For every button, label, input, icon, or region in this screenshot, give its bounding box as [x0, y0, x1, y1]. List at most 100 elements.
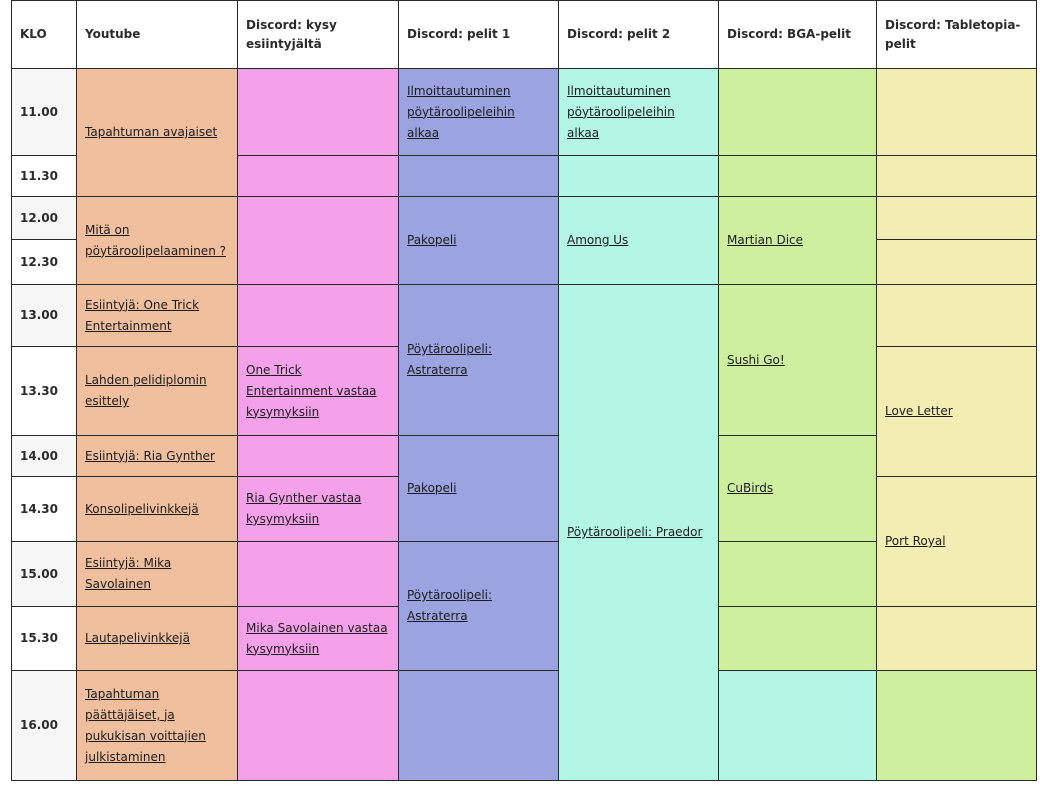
schedule-table: KLO Youtube Discord: kysy esiintyjältä D… [11, 0, 1037, 781]
cell-pelit2-among-us: Among Us [558, 196, 719, 285]
link-mika[interactable]: Esiintyjä: Mika Savolainen [85, 556, 172, 591]
cell-youtube-one-trick: Esiintyjä: One Trick Entertainment [76, 284, 238, 347]
cell-pelit1-pakopeli-2: Pakopeli [398, 435, 559, 542]
link-astraterra-2[interactable]: Pöytäroolipeli: Astraterra [407, 588, 493, 623]
row-1500: 15.00 Esiintyjä: Mika Savolainen Pöytäro… [11, 541, 1037, 671]
cell-kysy-empty [237, 68, 399, 156]
cell-tabletopia-empty [876, 196, 1037, 240]
cell-pelit2-empty [558, 155, 719, 197]
cell-tabletopia-empty [876, 68, 1037, 156]
cell-youtube-paattajaiset: Tapahtuman päättäjäiset, ja pukukisan vo… [76, 670, 238, 781]
link-mita-on[interactable]: Mitä on pöytäroolipelaaminen ? [85, 222, 226, 258]
cell-youtube-lahden: Lahden pelidiplomin esittely [76, 346, 238, 436]
header-klo: KLO [11, 0, 77, 69]
time-cell: 16.00 [11, 670, 77, 781]
header-row: KLO Youtube Discord: kysy esiintyjältä D… [11, 0, 1037, 69]
cell-tabletopia-love-letter: Love Letter [876, 346, 1037, 477]
schedule-container: KLO Youtube Discord: kysy esiintyjältä D… [11, 0, 1037, 781]
link-kysy-ria[interactable]: Ria Gynther vastaa kysymyksiin [246, 491, 362, 526]
cell-pelit1-pakopeli: Pakopeli [398, 196, 559, 285]
row-1200: 12.00 Mitä on pöytäroolipelaaminen ? Pak… [11, 196, 1037, 285]
header-tabletopia: Discord: Tabletopia-pelit [876, 0, 1037, 69]
link-pelit2-ilmoittautuminen[interactable]: Ilmoittautuminen pöytäroolipeleihin alka… [567, 83, 675, 140]
link-kysy-one-trick[interactable]: One Trick Entertainment vastaa kysymyksi… [246, 362, 377, 419]
link-cubirds[interactable]: CuBirds [727, 481, 774, 495]
cell-kysy-empty [237, 284, 399, 347]
link-love-letter[interactable]: Love Letter [885, 404, 953, 418]
cell-tabletopia-empty [876, 155, 1037, 197]
time-cell: 11.30 [11, 155, 77, 197]
cell-kysy-one-trick: One Trick Entertainment vastaa kysymyksi… [237, 346, 399, 436]
time-cell: 13.30 [11, 346, 77, 436]
cell-pelit1-astraterra: Pöytäroolipeli: Astraterra [398, 284, 559, 436]
link-lautapeli[interactable]: Lautapelivinkkejä [85, 631, 190, 645]
cell-pelit2-empty [718, 670, 877, 781]
cell-bga-empty [718, 541, 877, 607]
link-astraterra[interactable]: Pöytäroolipeli: Astraterra [407, 342, 493, 377]
cell-youtube-konsoli: Konsolipelivinkkejä [76, 476, 238, 542]
time-cell: 15.30 [11, 606, 77, 671]
link-konsoli[interactable]: Konsolipelivinkkejä [85, 501, 199, 516]
header-pelit1: Discord: pelit 1 [398, 0, 559, 69]
row-1230: 12.30 [11, 239, 1037, 285]
time-cell: 12.30 [11, 239, 77, 285]
row-1430: 14.30 Konsolipelivinkkejä Ria Gynther va… [11, 476, 1037, 607]
link-port-royal[interactable]: Port Royal [885, 534, 946, 548]
link-lahden[interactable]: Lahden pelidiplomin esittely [85, 373, 207, 408]
link-sushi-go[interactable]: Sushi Go! [727, 352, 785, 367]
link-pelit1-ilmoittautuminen[interactable]: Ilmoittautuminen pöytäroolipeleihin alka… [407, 83, 515, 140]
row-1330: 13.30 Lahden pelidiplomin esittely One T… [11, 346, 1037, 477]
time-cell: 15.00 [11, 541, 77, 607]
cell-bga-empty [876, 670, 1037, 781]
link-ria[interactable]: Esiintyjä: Ria Gynther [85, 448, 215, 463]
cell-pelit1-ilmoittautuminen: Ilmoittautuminen pöytäroolipeleihin alka… [398, 68, 559, 156]
cell-kysy-ria: Ria Gynther vastaa kysymyksiin [237, 476, 399, 542]
link-avajaiset[interactable]: Tapahtuman avajaiset [85, 125, 218, 139]
cell-tabletopia-empty [876, 239, 1037, 285]
cell-tabletopia-port-royal: Port Royal [876, 476, 1037, 607]
cell-bga-cubirds: CuBirds [718, 435, 877, 542]
cell-kysy-empty [237, 435, 399, 477]
cell-kysy-empty [237, 670, 399, 781]
link-kysy-mika[interactable]: Mika Savolainen vastaa kysymyksiin [246, 620, 388, 656]
cell-pelit2-praedor: Pöytäroolipeli: Praedor [558, 284, 719, 781]
cell-bga-empty [718, 606, 877, 671]
row-1100: 11.00 Tapahtuman avajaiset Ilmoittautumi… [11, 68, 1037, 197]
cell-bga-empty [718, 68, 877, 156]
cell-youtube-avajaiset: Tapahtuman avajaiset [76, 68, 238, 197]
cell-kysy-empty [237, 155, 399, 197]
cell-kysy-mika: Mika Savolainen vastaa kysymyksiin [237, 606, 399, 671]
cell-tabletopia-empty [876, 606, 1037, 671]
cell-youtube-mika: Esiintyjä: Mika Savolainen [76, 541, 238, 607]
link-martian-dice[interactable]: Martian Dice [727, 233, 804, 247]
header-youtube: Youtube [76, 0, 238, 69]
cell-kysy-empty [237, 541, 399, 607]
cell-pelit2-ilmoittautuminen: Ilmoittautuminen pöytäroolipeleihin alka… [558, 68, 719, 156]
link-pakopeli[interactable]: Pakopeli [407, 233, 457, 247]
cell-pelit1-astraterra-2: Pöytäroolipeli: Astraterra [398, 541, 559, 671]
header-pelit2: Discord: pelit 2 [558, 0, 719, 69]
cell-kysy-empty [237, 196, 399, 285]
cell-youtube-mita-on: Mitä on pöytäroolipelaaminen ? [76, 196, 238, 285]
cell-pelit1-empty [398, 670, 559, 781]
header-bga: Discord: BGA-pelit [718, 0, 877, 69]
row-1530: 15.30 Lautapelivinkkejä Mika Savolainen … [11, 606, 1037, 671]
cell-bga-martian-dice: Martian Dice [718, 196, 877, 285]
header-kysy: Discord: kysy esiintyjältä [237, 0, 399, 69]
time-cell: 13.00 [11, 284, 77, 347]
link-praedor[interactable]: Pöytäroolipeli: Praedor [567, 525, 703, 539]
link-among-us[interactable]: Among Us [567, 233, 629, 247]
row-1600: 16.00 Tapahtuman päättäjäiset, ja pukuki… [11, 670, 1037, 781]
link-pakopeli-2[interactable]: Pakopeli [407, 481, 457, 495]
link-one-trick[interactable]: Esiintyjä: One Trick Entertainment [85, 297, 200, 333]
cell-youtube-ria: Esiintyjä: Ria Gynther [76, 435, 238, 477]
row-1400: 14.00 Esiintyjä: Ria Gynther Pakopeli Cu… [11, 435, 1037, 542]
link-paattajaiset[interactable]: Tapahtuman päättäjäiset, ja pukukisan vo… [85, 686, 206, 764]
time-cell: 11.00 [11, 68, 77, 156]
cell-bga-empty [718, 155, 877, 197]
cell-tabletopia-empty [876, 284, 1037, 347]
row-1300: 13.00 Esiintyjä: One Trick Entertainment… [11, 284, 1037, 781]
time-cell: 12.00 [11, 196, 77, 240]
row-1130: 11.30 [11, 155, 1037, 197]
time-cell: 14.00 [11, 435, 77, 477]
